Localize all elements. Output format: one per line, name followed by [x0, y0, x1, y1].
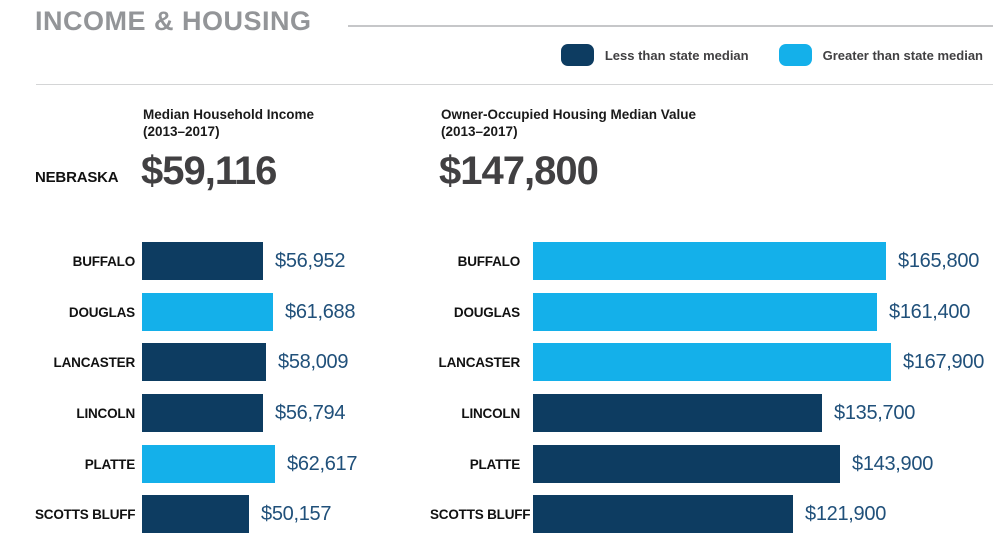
county-label: BUFFALO — [457, 253, 521, 269]
bar-value-label: $62,617 — [287, 452, 358, 475]
county-label: LANCASTER — [53, 354, 136, 370]
bar-value-label: $50,157 — [261, 502, 332, 525]
legend-label: Greater than state median — [822, 47, 983, 63]
county-label: LINCOLN — [461, 405, 520, 421]
county-label: BUFFALO — [72, 253, 136, 269]
housing-header-line2: (2013–2017) — [441, 124, 518, 139]
housing-row-lancaster: LANCASTER $167,900 — [430, 343, 984, 381]
income-bar-scotts-bluff — [142, 495, 249, 533]
bar-value-label: $61,688 — [285, 300, 356, 323]
bar-value-label: $165,800 — [898, 249, 980, 272]
bar-value-label: $143,900 — [852, 452, 934, 475]
below-median-swatch — [560, 44, 594, 66]
income-column-header: Median Household Income (2013–2017) — [143, 106, 314, 140]
above-median-swatch — [778, 44, 812, 66]
county-label: DOUGLAS — [453, 304, 520, 320]
income-row-lincoln: LINCOLN $56,794 — [35, 394, 346, 432]
housing-bar-chart: BUFFALO $165,800 DOUGLAS $161,400 LANCAS… — [430, 242, 990, 534]
bar-value-label: $56,794 — [275, 401, 346, 424]
income-row-lancaster: LANCASTER $58,009 — [35, 343, 349, 381]
housing-bar-platte — [533, 445, 840, 483]
housing-bar-scotts-bluff — [533, 495, 793, 533]
state-label: NEBRASKA — [35, 169, 119, 186]
housing-row-lincoln: LINCOLN $135,700 — [430, 394, 915, 432]
housing-header-line1: Owner-Occupied Housing Median Value — [441, 107, 697, 122]
housing-row-douglas: DOUGLAS $161,400 — [430, 293, 970, 331]
bar-value-label: $121,900 — [805, 502, 887, 525]
county-label: DOUGLAS — [68, 304, 135, 320]
county-label: SCOTTS BLUFF — [430, 506, 531, 522]
legend: Less than state median Greater than stat… — [560, 44, 983, 66]
legend-item-below-median: Less than state median — [560, 44, 749, 66]
housing-row-buffalo: BUFFALO $165,800 — [430, 242, 979, 280]
bar-value-label: $58,009 — [278, 350, 349, 373]
state-housing-value: $147,800 — [439, 149, 599, 193]
income-header-line2: (2013–2017) — [143, 124, 220, 139]
county-label: PLATTE — [469, 456, 520, 472]
income-row-douglas: DOUGLAS $61,688 — [35, 293, 356, 331]
housing-bar-buffalo — [533, 242, 886, 280]
income-bar-lancaster — [142, 343, 266, 381]
housing-row-platte: PLATTE $143,900 — [430, 445, 933, 483]
housing-bar-douglas — [533, 293, 877, 331]
bar-value-label: $135,700 — [834, 401, 916, 424]
page-title: INCOME & HOUSING — [35, 6, 312, 36]
header-divider-line — [36, 84, 993, 85]
housing-row-scotts-bluff: SCOTTS BLUFF $121,900 — [430, 495, 886, 533]
legend-item-above-median: Greater than state median — [778, 44, 983, 66]
income-row-platte: PLATTE $62,617 — [35, 445, 358, 483]
state-income-value: $59,116 — [141, 149, 277, 193]
income-row-scotts-bluff: SCOTTS BLUFF $50,157 — [35, 495, 332, 533]
income-row-buffalo: BUFFALO $56,952 — [35, 242, 346, 280]
housing-bar-lancaster — [533, 343, 891, 381]
legend-label: Less than state median — [604, 47, 749, 63]
title-rule-line — [348, 25, 993, 27]
income-bar-buffalo — [142, 242, 263, 280]
income-bar-chart: BUFFALO $56,952 DOUGLAS $61,688 LANCASTE… — [35, 242, 595, 534]
housing-column-header: Owner-Occupied Housing Median Value (201… — [441, 106, 696, 140]
bar-value-label: $56,952 — [275, 249, 346, 272]
income-bar-platte — [142, 445, 275, 483]
bar-value-label: $167,900 — [903, 350, 985, 373]
income-bar-lincoln — [142, 394, 263, 432]
income-bar-douglas — [142, 293, 273, 331]
income-header-line1: Median Household Income — [143, 107, 315, 122]
bar-value-label: $161,400 — [889, 300, 971, 323]
county-label: LANCASTER — [438, 354, 521, 370]
county-label: SCOTTS BLUFF — [35, 506, 136, 522]
housing-bar-lincoln — [533, 394, 822, 432]
county-label: PLATTE — [84, 456, 135, 472]
county-label: LINCOLN — [76, 405, 135, 421]
